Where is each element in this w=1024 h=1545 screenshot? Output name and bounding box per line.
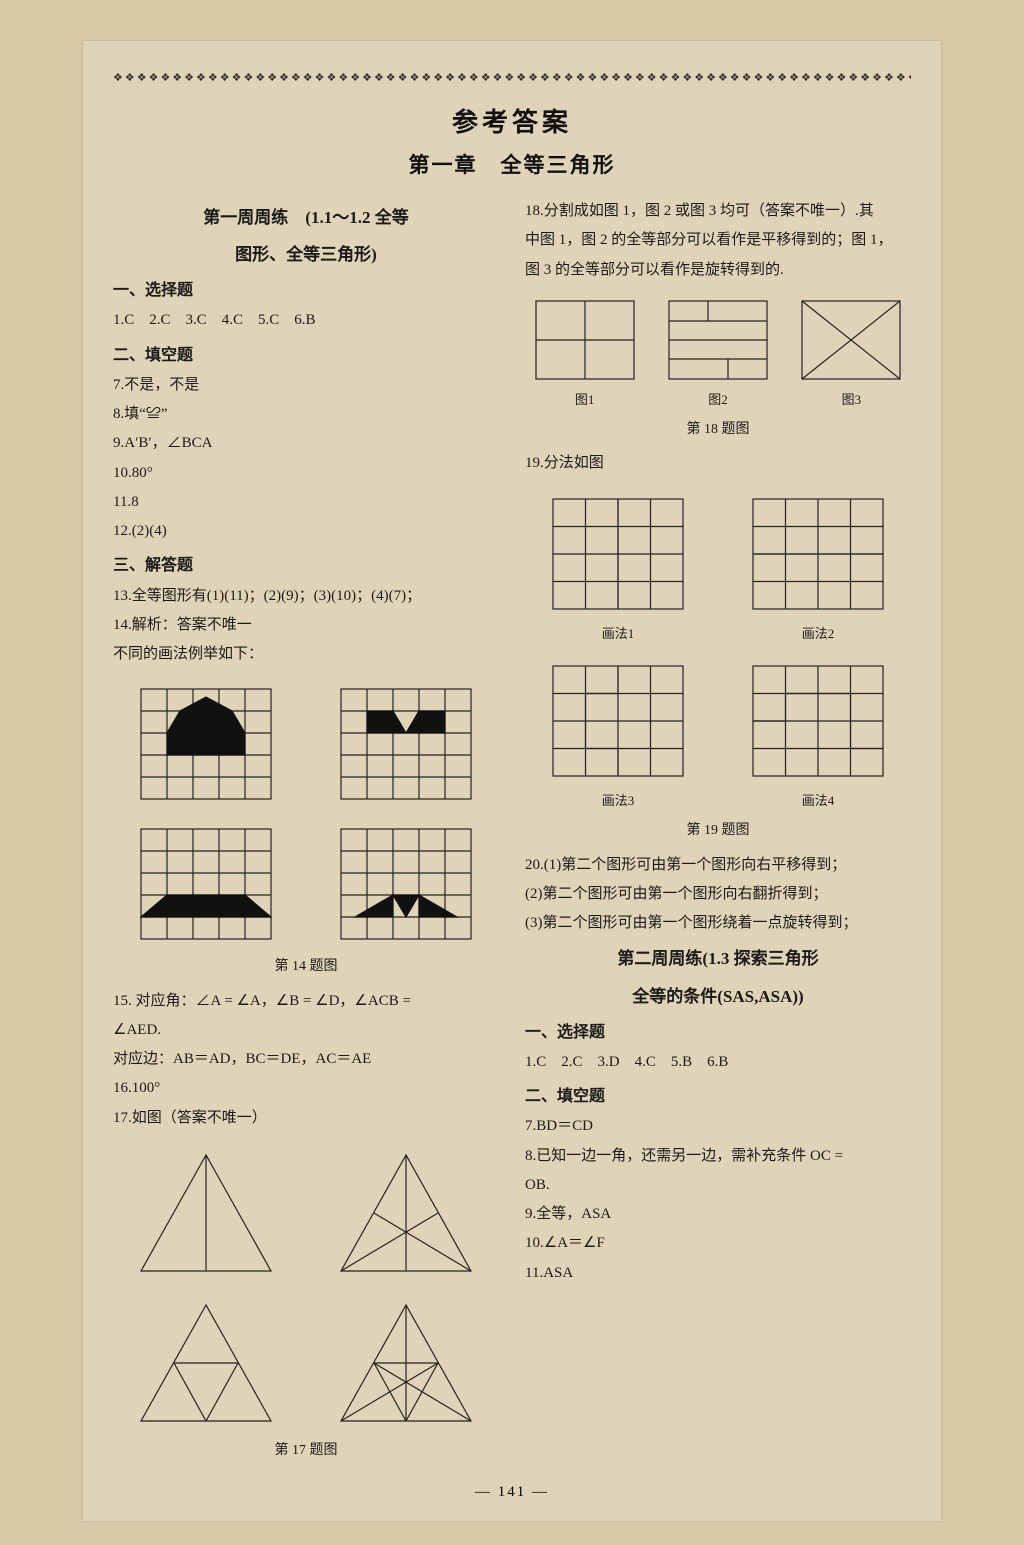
fig19-caption: 第 19 题图 [525, 817, 911, 844]
fig19-row1: 画法1 画法2 [525, 489, 911, 646]
chapter-title: 第一章 全等三角形 [113, 149, 911, 179]
left-sec3-heading: 三、解答题 [113, 550, 499, 581]
left-q16: 16.100° [113, 1074, 499, 1103]
fig17-svg1 [131, 1143, 281, 1283]
right-q7: 7.BD＝CD [525, 1112, 911, 1141]
fig19-label2: 画法2 [725, 621, 911, 646]
fig14-svg3 [131, 819, 281, 949]
right-q10: 10.∠A＝∠F [525, 1229, 911, 1258]
right-q8b: OB. [525, 1171, 911, 1200]
main-title: 参考答案 [113, 102, 911, 139]
left-q14a: 14.解析：答案不唯一 [113, 611, 499, 640]
left-q7: 7.不是，不是 [113, 371, 499, 400]
fig17-svg2 [331, 1143, 481, 1283]
left-q15b: ∠AED. [113, 1016, 499, 1045]
fig18-svg1 [530, 295, 640, 385]
right-q20a: 20.(1)第二个图形可由第一个图形向右平移得到； [525, 851, 911, 880]
fig18-label3: 图3 [792, 387, 911, 412]
week2-heading-line2: 全等的条件(SAS,ASA)) [525, 980, 911, 1013]
page-container: ❖❖❖❖❖❖❖❖❖❖❖❖❖❖❖❖❖❖❖❖❖❖❖❖❖❖❖❖❖❖❖❖❖❖❖❖❖❖❖❖… [82, 40, 942, 1522]
fig18-panel1: 图1 [525, 295, 644, 412]
fig18-caption: 第 18 题图 [525, 416, 911, 443]
fig19-panel4: 画法4 [725, 656, 911, 813]
left-q15a: 15. 对应角：∠A = ∠A，∠B = ∠D，∠ACB = [113, 987, 499, 1016]
two-column-layout: 第一周周练 (1.1～1.2 全等 图形、全等三角形) 一、选择题 1.C 2.… [113, 197, 911, 1470]
right-q18a: 18.分割成如图 1，图 2 或图 3 均可（答案不唯一）.其 [525, 197, 911, 226]
page-number: — 141 — [113, 1484, 911, 1501]
fig18-svg3 [796, 295, 906, 385]
fig17-caption: 第 17 题图 [113, 1437, 499, 1464]
fig14-panel4 [313, 819, 499, 949]
left-q13: 13.全等图形有(1)(11)；(2)(9)；(3)(10)；(4)(7)； [113, 582, 499, 611]
right-sec2-heading: 二、填空题 [525, 1081, 911, 1112]
fig18-row: 图1 图2 [525, 295, 911, 412]
left-q10: 10.80° [113, 459, 499, 488]
right-q8a: 8.已知一边一角，还需另一边，需补充条件 OC = [525, 1142, 911, 1171]
left-q15c: 对应边：AB＝AD，BC＝DE，AC＝AE [113, 1045, 499, 1074]
fig19-svg2 [743, 489, 893, 619]
fig17-panel3 [113, 1293, 299, 1433]
fig14-row1 [113, 679, 499, 809]
fig17-svg3 [131, 1293, 281, 1433]
left-q8: 8.填“≌” [113, 400, 499, 429]
right-q20b: (2)第二个图形可由第一个图形向右翻折得到； [525, 880, 911, 909]
right-column: 18.分割成如图 1，图 2 或图 3 均可（答案不唯一）.其 中图 1，图 2… [525, 197, 911, 1470]
fig19-label3: 画法3 [525, 788, 711, 813]
fig14-caption: 第 14 题图 [113, 953, 499, 980]
fig14-panel1 [113, 679, 299, 809]
right-q19: 19.分法如图 [525, 449, 911, 478]
fig19-svg1 [543, 489, 693, 619]
fig17-row2 [113, 1293, 499, 1433]
left-q17: 17.如图（答案不唯一） [113, 1104, 499, 1133]
fig17-panel2 [313, 1143, 499, 1283]
fig18-svg2 [663, 295, 773, 385]
left-q12: 12.(2)(4) [113, 517, 499, 546]
fig19-label4: 画法4 [725, 788, 911, 813]
fig18-panel3: 图3 [792, 295, 911, 412]
right-sec1-heading: 一、选择题 [525, 1017, 911, 1048]
week1-heading-line1: 第一周周练 (1.1～1.2 全等 [113, 201, 499, 234]
right-q20c: (3)第二个图形可由第一个图形绕着一点旋转得到； [525, 909, 911, 938]
right-q11: 11.ASA [525, 1259, 911, 1288]
left-q9: 9.A′B′，∠BCA [113, 429, 499, 458]
week2-heading-line1: 第二周周练(1.3 探索三角形 [525, 942, 911, 975]
fig19-row2: 画法3 画法4 [525, 656, 911, 813]
right-q9: 9.全等，ASA [525, 1200, 911, 1229]
fig17-panel1 [113, 1143, 299, 1283]
right-sec1-answers: 1.C 2.C 3.D 4.C 5.B 6.B [525, 1048, 911, 1077]
left-q11: 11.8 [113, 488, 499, 517]
left-q14b: 不同的画法例举如下： [113, 640, 499, 669]
fig14-svg4 [331, 819, 481, 949]
week1-heading-line2: 图形、全等三角形) [113, 238, 499, 271]
ornament-row: ❖❖❖❖❖❖❖❖❖❖❖❖❖❖❖❖❖❖❖❖❖❖❖❖❖❖❖❖❖❖❖❖❖❖❖❖❖❖❖❖… [113, 71, 911, 84]
fig19-panel3: 画法3 [525, 656, 711, 813]
left-sec2-heading: 二、填空题 [113, 340, 499, 371]
fig17-svg4 [331, 1293, 481, 1433]
fig14-panel2 [313, 679, 499, 809]
right-q18b: 中图 1，图 2 的全等部分可以看作是平移得到的；图 1， [525, 226, 911, 255]
fig17-row1 [113, 1143, 499, 1283]
right-q18c: 图 3 的全等部分可以看作是旋转得到的. [525, 256, 911, 285]
fig19-svg3 [543, 656, 693, 786]
fig18-label1: 图1 [525, 387, 644, 412]
fig19-label1: 画法1 [525, 621, 711, 646]
left-sec1-heading: 一、选择题 [113, 275, 499, 306]
fig14-svg1 [131, 679, 281, 809]
fig14-svg2 [331, 679, 481, 809]
fig17-panel4 [313, 1293, 499, 1433]
fig14-panel3 [113, 819, 299, 949]
left-sec1-answers: 1.C 2.C 3.C 4.C 5.C 6.B [113, 306, 499, 335]
fig14-row2 [113, 819, 499, 949]
left-column: 第一周周练 (1.1～1.2 全等 图形、全等三角形) 一、选择题 1.C 2.… [113, 197, 499, 1470]
fig18-label2: 图2 [658, 387, 777, 412]
fig18-panel2: 图2 [658, 295, 777, 412]
fig19-panel2: 画法2 [725, 489, 911, 646]
fig19-panel1: 画法1 [525, 489, 711, 646]
fig19-svg4 [743, 656, 893, 786]
